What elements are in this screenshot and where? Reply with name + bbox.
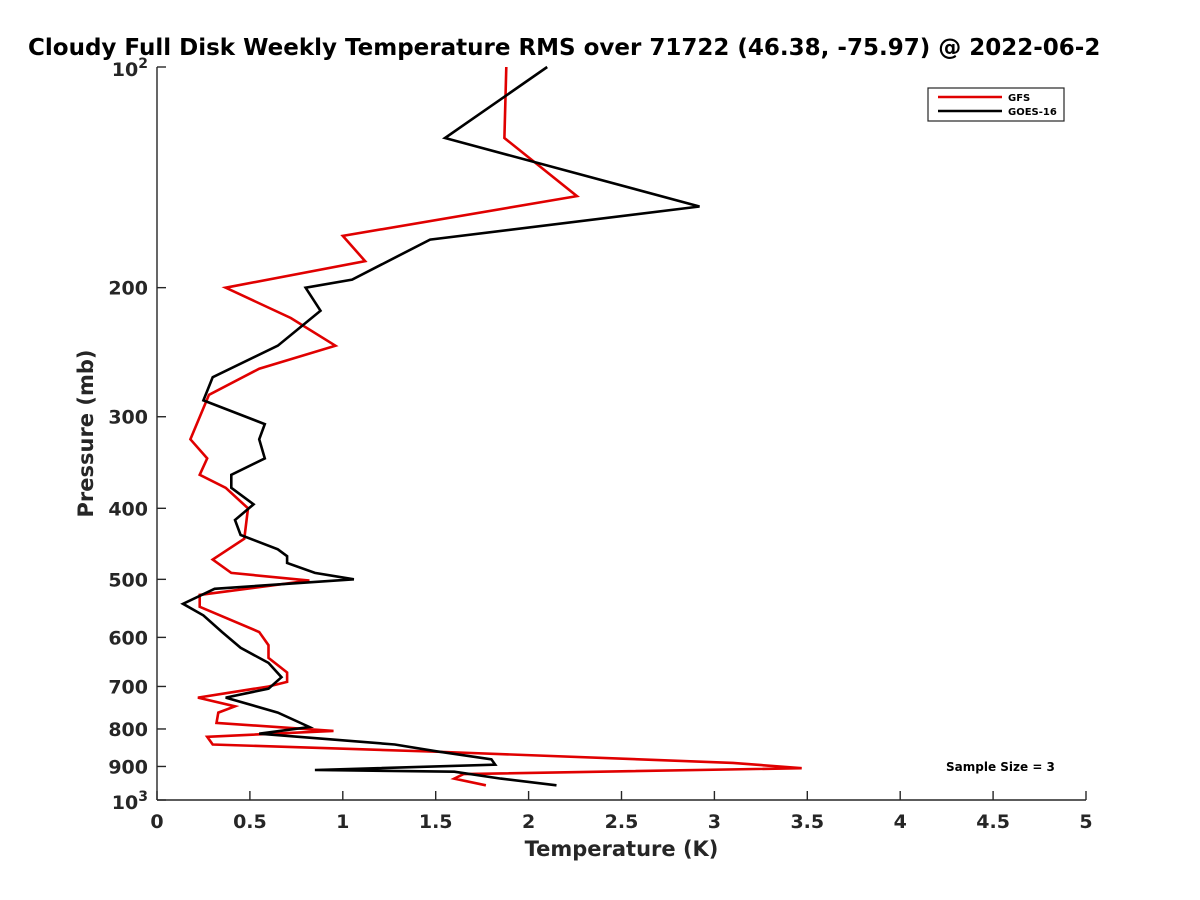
y-tick-exponent: 3 [138,789,148,805]
y-tick-label: 400 [108,498,148,520]
legend-label-gfs: GFS [1008,93,1030,104]
x-tick-label: 0.5 [233,811,267,833]
y-tick-label: 102 [112,56,148,81]
x-tick-label: 4 [894,811,907,833]
y-tick-label: 700 [108,676,148,698]
y-tick-label: 900 [108,756,148,778]
y-tick-label: 300 [108,407,148,429]
x-tick-label: 0 [150,811,163,833]
x-tick-label: 4.5 [976,811,1010,833]
y-tick-label: 600 [108,627,148,649]
x-tick-label: 2.5 [605,811,639,833]
x-tick-label: 5 [1079,811,1092,833]
y-tick-label: 500 [108,569,148,591]
x-tick-label: 1.5 [419,811,453,833]
y-axis-label: Pressure (mb) [74,350,98,518]
legend-box [927,87,1065,122]
sample-size-annotation: Sample Size = 3 [946,760,1055,774]
x-tick-label: 1 [336,811,349,833]
x-tick-label: 3 [708,811,721,833]
y-tick-label: 200 [108,278,148,300]
y-tick-base: 10 [112,59,138,81]
y-tick-base: 10 [112,792,138,814]
chart-title: Cloudy Full Disk Weekly Temperature RMS … [28,35,1100,61]
y-tick-exponent: 2 [138,56,148,72]
series-line-gfs [188,66,802,787]
x-axis-label: Temperature (K) [525,837,719,861]
series-line-goes-16 [180,65,700,787]
x-tick-label: 3.5 [790,811,824,833]
y-tick-label: 800 [108,719,148,741]
y-tick-label: 103 [112,789,148,814]
x-tick-label: 2 [522,811,535,833]
legend-label-goes-16: GOES-16 [1008,107,1057,118]
